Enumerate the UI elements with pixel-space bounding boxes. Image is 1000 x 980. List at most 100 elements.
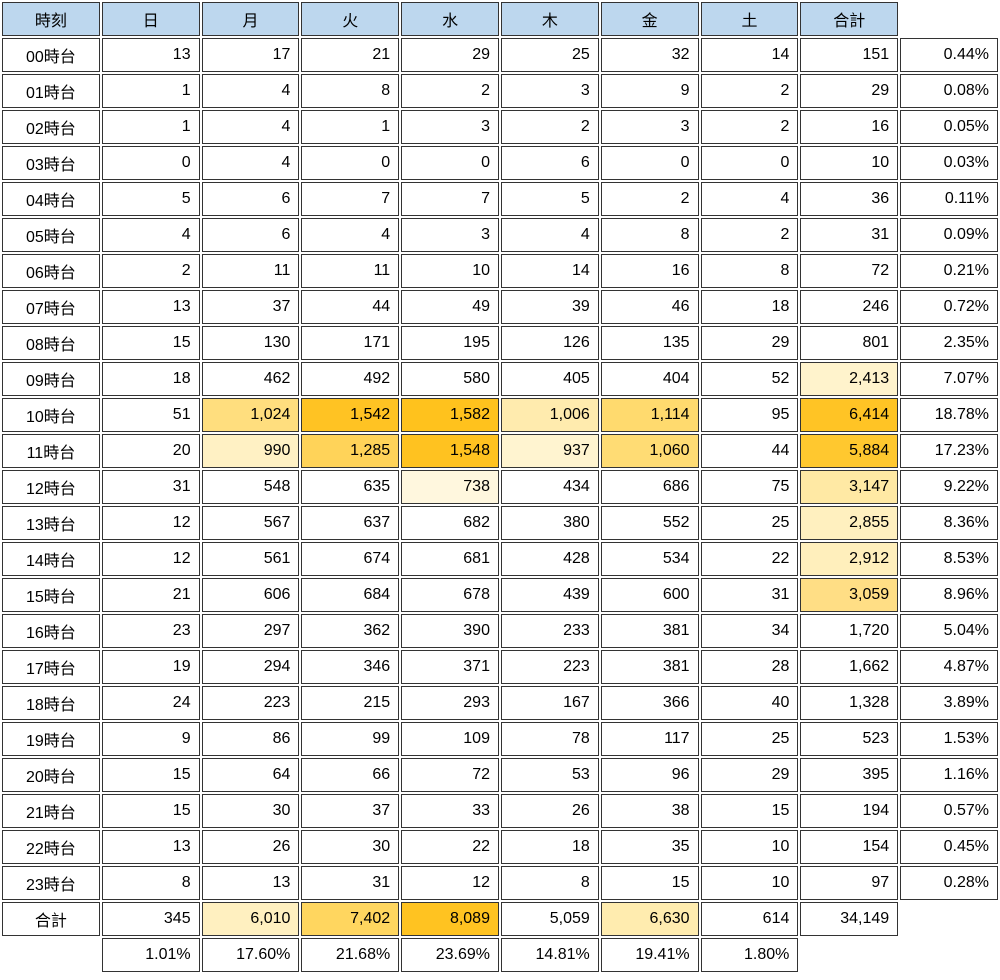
value-cell[interactable]: 52 bbox=[700, 362, 799, 396]
row-label[interactable]: 07時台 bbox=[2, 290, 100, 324]
value-cell[interactable]: 135 bbox=[600, 326, 699, 360]
value-cell[interactable]: 151 bbox=[800, 38, 899, 72]
row-label[interactable]: 22時台 bbox=[2, 830, 100, 864]
value-cell[interactable]: 4 bbox=[301, 218, 400, 252]
value-cell[interactable]: 3 bbox=[500, 74, 599, 108]
row-label[interactable]: 16時台 bbox=[2, 614, 100, 648]
value-cell[interactable]: 2,855 bbox=[800, 506, 899, 540]
value-cell[interactable]: 9 bbox=[101, 722, 200, 756]
value-cell[interactable]: 18 bbox=[700, 290, 799, 324]
value-cell[interactable]: 1,114 bbox=[600, 398, 699, 432]
value-cell[interactable]: 7 bbox=[401, 182, 499, 216]
value-cell[interactable]: 1,024 bbox=[201, 398, 300, 432]
value-cell[interactable]: 12 bbox=[101, 506, 200, 540]
value-cell[interactable]: 194 bbox=[800, 794, 899, 828]
column-header[interactable]: 火 bbox=[301, 2, 400, 36]
value-cell[interactable]: 381 bbox=[600, 650, 699, 684]
value-cell[interactable]: 395 bbox=[800, 758, 899, 792]
value-cell[interactable]: 40 bbox=[700, 686, 799, 720]
value-cell[interactable]: 345 bbox=[101, 902, 200, 936]
value-cell[interactable]: 614 bbox=[700, 902, 799, 936]
value-cell[interactable]: 15 bbox=[101, 326, 200, 360]
value-cell[interactable]: 674 bbox=[301, 542, 400, 576]
value-cell[interactable]: 154 bbox=[800, 830, 899, 864]
share-cell[interactable]: 0.05% bbox=[900, 110, 998, 144]
value-cell[interactable]: 3 bbox=[401, 218, 499, 252]
value-cell[interactable]: 75 bbox=[700, 470, 799, 504]
value-cell[interactable]: 15 bbox=[700, 794, 799, 828]
row-label[interactable]: 23時台 bbox=[2, 866, 100, 900]
value-cell[interactable]: 1,006 bbox=[500, 398, 599, 432]
value-cell[interactable]: 15 bbox=[600, 866, 699, 900]
value-cell[interactable]: 13 bbox=[101, 830, 200, 864]
value-cell[interactable]: 1,582 bbox=[401, 398, 499, 432]
share-cell[interactable]: 1.16% bbox=[900, 758, 998, 792]
value-cell[interactable]: 29 bbox=[401, 38, 499, 72]
value-cell[interactable]: 44 bbox=[700, 434, 799, 468]
value-cell[interactable]: 37 bbox=[201, 290, 300, 324]
value-cell[interactable]: 738 bbox=[401, 470, 499, 504]
value-cell[interactable]: 1 bbox=[301, 110, 400, 144]
value-cell[interactable]: 552 bbox=[600, 506, 699, 540]
column-header[interactable]: 日 bbox=[101, 2, 200, 36]
value-cell[interactable]: 6,010 bbox=[201, 902, 300, 936]
value-cell[interactable]: 6 bbox=[201, 218, 300, 252]
share-cell[interactable] bbox=[900, 938, 998, 972]
value-cell[interactable]: 606 bbox=[201, 578, 300, 612]
value-cell[interactable]: 14 bbox=[500, 254, 599, 288]
value-cell[interactable]: 4 bbox=[500, 218, 599, 252]
value-cell[interactable]: 21 bbox=[101, 578, 200, 612]
value-cell[interactable]: 439 bbox=[500, 578, 599, 612]
share-cell[interactable]: 0.09% bbox=[900, 218, 998, 252]
value-cell[interactable]: 22 bbox=[700, 542, 799, 576]
value-cell[interactable]: 600 bbox=[600, 578, 699, 612]
share-cell[interactable]: 8.36% bbox=[900, 506, 998, 540]
value-cell[interactable]: 293 bbox=[401, 686, 499, 720]
row-label[interactable]: 02時台 bbox=[2, 110, 100, 144]
share-cell[interactable]: 4.87% bbox=[900, 650, 998, 684]
value-cell[interactable]: 1,662 bbox=[800, 650, 899, 684]
value-cell[interactable]: 567 bbox=[201, 506, 300, 540]
share-cell[interactable]: 9.22% bbox=[900, 470, 998, 504]
value-cell[interactable]: 4 bbox=[201, 74, 300, 108]
row-label[interactable]: 12時台 bbox=[2, 470, 100, 504]
row-label[interactable]: 04時台 bbox=[2, 182, 100, 216]
value-cell[interactable]: 37 bbox=[301, 794, 400, 828]
share-cell[interactable]: 0.57% bbox=[900, 794, 998, 828]
value-cell[interactable]: 26 bbox=[201, 830, 300, 864]
value-cell[interactable]: 18 bbox=[101, 362, 200, 396]
row-label[interactable]: 合計 bbox=[2, 902, 100, 936]
value-cell[interactable]: 428 bbox=[500, 542, 599, 576]
value-cell[interactable]: 366 bbox=[600, 686, 699, 720]
value-cell[interactable]: 2 bbox=[700, 218, 799, 252]
value-cell[interactable]: 19 bbox=[101, 650, 200, 684]
column-header[interactable]: 木 bbox=[500, 2, 599, 36]
share-cell[interactable]: 8.96% bbox=[900, 578, 998, 612]
row-label[interactable]: 20時台 bbox=[2, 758, 100, 792]
value-cell[interactable] bbox=[800, 938, 898, 972]
value-cell[interactable]: 492 bbox=[301, 362, 400, 396]
value-cell[interactable]: 681 bbox=[401, 542, 499, 576]
value-cell[interactable]: 12 bbox=[401, 866, 499, 900]
row-label[interactable]: 08時台 bbox=[2, 326, 100, 360]
value-cell[interactable]: 294 bbox=[201, 650, 300, 684]
value-cell[interactable]: 126 bbox=[500, 326, 599, 360]
value-cell[interactable]: 5,884 bbox=[800, 434, 899, 468]
value-cell[interactable]: 6 bbox=[500, 146, 599, 180]
value-cell[interactable]: 72 bbox=[800, 254, 899, 288]
value-cell[interactable]: 38 bbox=[600, 794, 699, 828]
value-cell[interactable]: 1,060 bbox=[600, 434, 699, 468]
value-cell[interactable]: 233 bbox=[500, 614, 599, 648]
value-cell[interactable]: 548 bbox=[201, 470, 300, 504]
value-cell[interactable]: 12 bbox=[101, 542, 200, 576]
share-cell[interactable]: 0.08% bbox=[900, 74, 998, 108]
value-cell[interactable]: 223 bbox=[500, 650, 599, 684]
value-cell[interactable]: 561 bbox=[201, 542, 300, 576]
value-cell[interactable]: 99 bbox=[301, 722, 400, 756]
value-cell[interactable]: 13 bbox=[101, 290, 200, 324]
value-cell[interactable]: 4 bbox=[101, 218, 200, 252]
value-cell[interactable]: 0 bbox=[401, 146, 499, 180]
value-cell[interactable]: 20 bbox=[101, 434, 200, 468]
value-cell[interactable]: 49 bbox=[401, 290, 499, 324]
value-cell[interactable]: 9 bbox=[600, 74, 699, 108]
